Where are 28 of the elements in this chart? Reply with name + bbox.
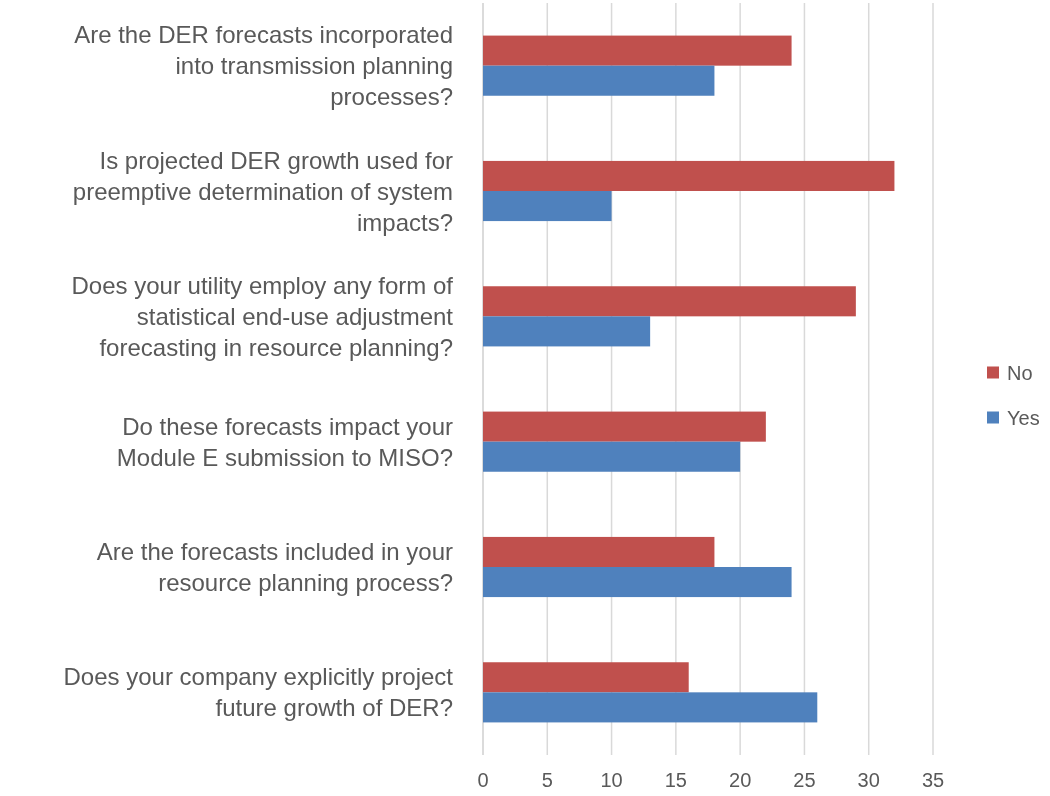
x-tick-label: 5 xyxy=(541,769,553,791)
x-tick-label: 0 xyxy=(477,769,489,791)
y-tick-label: Is projected DER growth used for preemptive determination of system impacts? xyxy=(72,146,453,236)
x-tick-label: 25 xyxy=(793,769,816,791)
y-tick-label: Are the DER forecasts incorporated into transmission planning processes? xyxy=(74,21,453,111)
bar xyxy=(483,441,741,472)
bar xyxy=(483,536,715,567)
x-tick-label: 20 xyxy=(729,769,752,791)
bar xyxy=(483,191,612,222)
bar xyxy=(483,567,792,598)
x-tick-label: 30 xyxy=(857,769,880,791)
y-tick-label: Are the forecasts included in your resource planning process? xyxy=(96,538,453,596)
y-tick-label: Does your utility employ any form of statistical end-use adjustment forecasting in resource planning? xyxy=(71,271,454,361)
legend-label: Yes xyxy=(1007,406,1040,429)
legend-label: No xyxy=(1007,361,1033,384)
y-tick-label: Do these forecasts impact your Module E submission to MISO? xyxy=(116,412,453,471)
x-tick-label: 35 xyxy=(921,769,945,791)
bar xyxy=(483,65,715,96)
bar xyxy=(483,35,792,66)
bar xyxy=(483,662,689,693)
bar xyxy=(483,286,856,317)
x-tick-label: 10 xyxy=(600,769,623,791)
bar xyxy=(483,316,651,347)
y-tick-label: Does your company explicitly project future growth of DER? xyxy=(63,663,454,722)
x-tick-label: 15 xyxy=(664,769,687,791)
bar xyxy=(483,692,818,723)
bar xyxy=(483,160,895,191)
bar xyxy=(483,411,766,442)
